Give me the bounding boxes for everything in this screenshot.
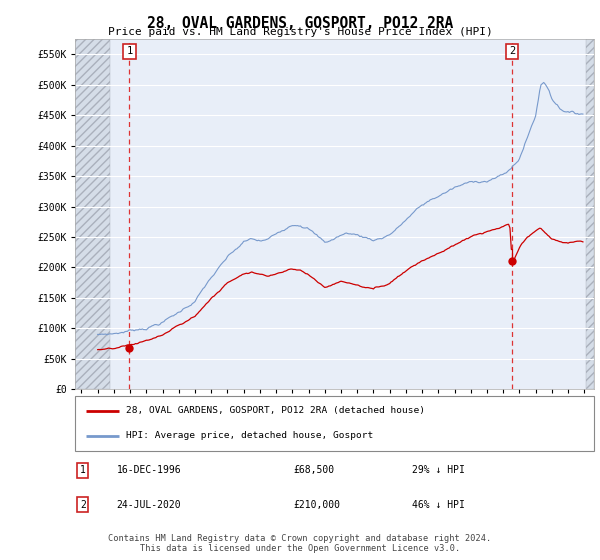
FancyBboxPatch shape	[75, 396, 594, 451]
Text: 2: 2	[509, 46, 515, 57]
Text: 16-DEC-1996: 16-DEC-1996	[116, 465, 181, 475]
Text: 2: 2	[80, 500, 86, 510]
Text: Contains HM Land Registry data © Crown copyright and database right 2024.
This d: Contains HM Land Registry data © Crown c…	[109, 534, 491, 553]
Text: HPI: Average price, detached house, Gosport: HPI: Average price, detached house, Gosp…	[126, 432, 373, 441]
Text: 46% ↓ HPI: 46% ↓ HPI	[412, 500, 465, 510]
Text: 24-JUL-2020: 24-JUL-2020	[116, 500, 181, 510]
Text: 29% ↓ HPI: 29% ↓ HPI	[412, 465, 465, 475]
Text: 1: 1	[80, 465, 86, 475]
Text: £210,000: £210,000	[293, 500, 340, 510]
Text: 1: 1	[127, 46, 133, 57]
Text: £68,500: £68,500	[293, 465, 334, 475]
Text: 28, OVAL GARDENS, GOSPORT, PO12 2RA (detached house): 28, OVAL GARDENS, GOSPORT, PO12 2RA (det…	[126, 406, 425, 415]
Text: Price paid vs. HM Land Registry's House Price Index (HPI): Price paid vs. HM Land Registry's House …	[107, 27, 493, 37]
Text: 28, OVAL GARDENS, GOSPORT, PO12 2RA: 28, OVAL GARDENS, GOSPORT, PO12 2RA	[147, 16, 453, 31]
